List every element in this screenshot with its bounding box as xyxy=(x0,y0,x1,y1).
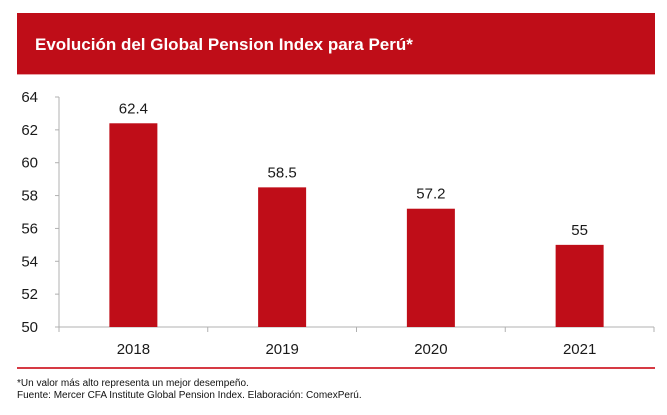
y-tick-label: 52 xyxy=(21,286,38,303)
chart-title-banner: Evolución del Global Pension Index para … xyxy=(17,13,655,75)
y-tick-label: 58 xyxy=(21,188,38,205)
data-label-2020: 57.2 xyxy=(416,186,445,203)
data-label-2021: 55 xyxy=(571,222,588,239)
bottom-divider xyxy=(17,367,655,369)
bar-2018 xyxy=(109,123,158,328)
bar-2019 xyxy=(258,187,307,327)
y-tick-label: 60 xyxy=(21,155,38,172)
y-tick-label: 54 xyxy=(21,253,38,270)
y-tick-label: 56 xyxy=(21,220,38,237)
y-tick-label: 64 xyxy=(21,89,38,106)
data-labels: 62.4 58.5 57.2 55 xyxy=(119,100,588,239)
bar-2021 xyxy=(555,244,604,327)
data-label-2019: 58.5 xyxy=(268,164,297,181)
x-tick-label-2020: 2020 xyxy=(414,341,447,358)
x-tick-label-2021: 2021 xyxy=(563,341,596,358)
chart-title: Evolución del Global Pension Index para … xyxy=(35,35,413,54)
y-tick-label: 62 xyxy=(21,122,38,139)
footnote-note: *Un valor más alto representa un mejor d… xyxy=(17,378,249,389)
data-label-2018: 62.4 xyxy=(119,100,148,117)
footnotes: *Un valor más alto representa un mejor d… xyxy=(17,378,362,401)
y-tick-label: 50 xyxy=(21,319,38,336)
footnote-source: Fuente: Mercer CFA Institute Global Pens… xyxy=(17,389,362,401)
bars xyxy=(109,123,604,328)
x-tick-label-2018: 2018 xyxy=(117,341,150,358)
y-axis: 50 52 54 56 58 60 62 64 xyxy=(21,89,60,336)
x-axis: 2018 2019 2020 2021 xyxy=(58,326,655,358)
bar-2020 xyxy=(406,208,455,327)
x-tick-label-2019: 2019 xyxy=(265,341,298,358)
